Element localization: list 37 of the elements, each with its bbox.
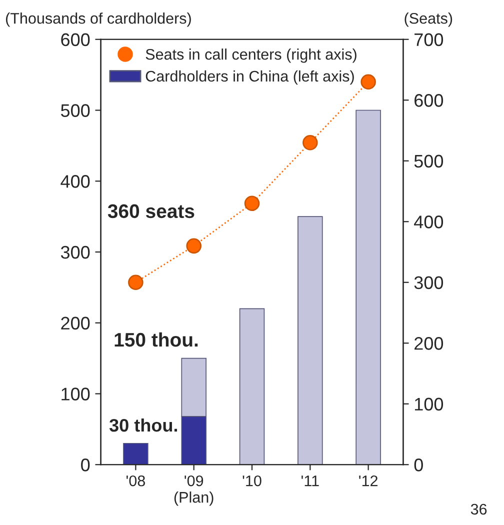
annotation: 150 thou.: [114, 332, 198, 347]
point: [360, 74, 376, 90]
x-tick-label: '12: [359, 475, 378, 486]
point: [302, 135, 318, 150]
y-tick-label: 200: [61, 316, 90, 330]
point: [244, 196, 260, 212]
x-tick-label: '10: [242, 475, 262, 486]
text: 36: [470, 504, 487, 515]
y-tick-label: 100: [62, 388, 90, 400]
y2-tick-label: 600: [414, 94, 444, 107]
legend-label: Cardholders in China (left axis): [146, 70, 354, 85]
y2-tick-label: 200: [414, 337, 444, 350]
bar: [356, 110, 381, 465]
bar: [239, 308, 265, 465]
y2-tick-label: 300: [414, 276, 444, 290]
y2-tick-label: 400: [414, 216, 444, 228]
y2-tick-label: 500: [414, 154, 444, 168]
x-tick-label: '11: [302, 476, 319, 486]
annotation: 30 thou.: [109, 418, 178, 432]
point: [128, 274, 144, 290]
bar: [298, 216, 323, 465]
annotation: 360 seats: [108, 204, 194, 218]
y-tick-label: 300: [60, 246, 90, 259]
x-tick-label: '08: [126, 475, 145, 486]
legend-label: Seats in call centers (right axis): [146, 48, 356, 63]
y-tick-label: 400: [60, 175, 90, 188]
y2-tick-label: 0: [414, 458, 423, 472]
y2-tick-label: 700: [414, 33, 444, 46]
y-tick-label: 0: [81, 458, 90, 472]
point: [186, 238, 202, 254]
y2-tick-label: 100: [414, 398, 444, 411]
y-axis-title: (Thousands of cardholders): [6, 12, 191, 27]
y2-axis-title: (Seats): [404, 12, 452, 27]
x-tick-label: '09 (Plan): [174, 475, 214, 506]
y-tick-label: 500: [60, 104, 90, 117]
bar: [123, 442, 148, 465]
y-tick-label: 600: [61, 33, 90, 46]
